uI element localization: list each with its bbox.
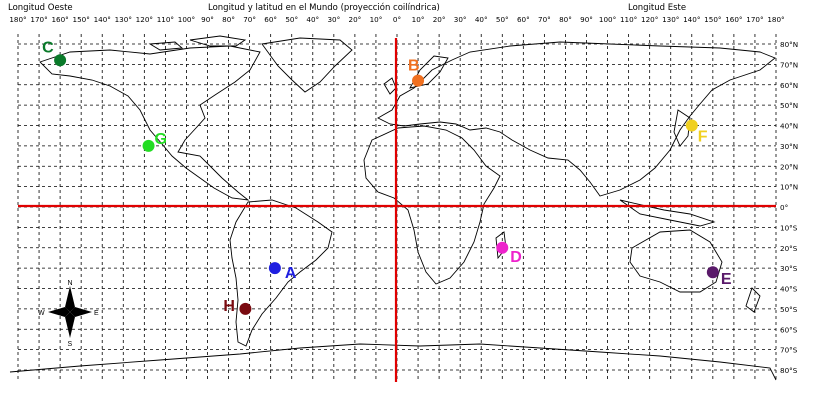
british-isles-outline xyxy=(383,77,397,95)
latitude-tick-label: 70°N xyxy=(780,60,798,69)
indonesia-outline xyxy=(619,199,716,227)
longitude-tick-label: 20° xyxy=(433,15,446,24)
longitude-tick-label: 110° xyxy=(620,15,637,24)
longitude-tick-label: 0° xyxy=(393,15,401,24)
antarctica-outline xyxy=(9,343,777,381)
compass-rose: N S E W xyxy=(38,280,99,348)
latitude-tick-labels: 80°N 70°N 60°N 50°N 40°N 30°N 20°N 10°N 0° 10°S 20… xyxy=(780,40,798,375)
compass-s: S xyxy=(68,341,73,348)
longitude-tick-label: 70° xyxy=(538,15,551,24)
latitude-tick-label: 80°S xyxy=(780,366,798,375)
longitude-tick-label: 60° xyxy=(517,15,530,24)
longitude-tick-label: 120° xyxy=(136,15,153,24)
latitude-tick-label: 30°N xyxy=(780,142,798,151)
marker-e-label: E xyxy=(721,271,732,288)
marker-g-label: G xyxy=(155,131,167,148)
scandinavia-outline xyxy=(409,55,449,89)
north-america-outline xyxy=(39,45,261,201)
latitude-tick-label: 20°S xyxy=(780,244,798,253)
longitude-tick-label: 10° xyxy=(412,15,425,24)
marker-f-dot xyxy=(685,119,698,132)
latitude-tick-label: 70°S xyxy=(780,346,798,355)
longitude-tick-label: 170° xyxy=(746,15,763,24)
longitude-tick-label: 100° xyxy=(178,15,195,24)
longitude-tick-label: 170° xyxy=(30,15,47,24)
longitude-tick-label: 110° xyxy=(157,15,174,24)
marker-d-dot xyxy=(496,241,509,254)
south-america-outline xyxy=(229,199,333,347)
longitude-tick-label: 80° xyxy=(559,15,572,24)
arctic-islands-outline xyxy=(148,35,247,51)
marker-c-dot xyxy=(54,54,67,67)
longitude-tick-label: 150° xyxy=(73,15,90,24)
australia-outline xyxy=(629,229,723,293)
longitude-tick-label: 140° xyxy=(683,15,700,24)
longitude-tick-label: 50° xyxy=(285,15,298,24)
longitude-tick-label: 10° xyxy=(370,15,383,24)
coastlines xyxy=(9,35,777,381)
greenland-outline xyxy=(261,37,353,93)
marker-a-dot xyxy=(268,262,281,275)
compass-w: W xyxy=(38,310,45,317)
marker-b-dot xyxy=(412,74,425,87)
latitude-tick-label: 30°S xyxy=(780,264,798,273)
japan-outline xyxy=(673,109,691,147)
longitude-tick-label: 90° xyxy=(201,15,214,24)
latitude-tick-label: 0° xyxy=(780,203,788,212)
longitude-tick-label: 140° xyxy=(94,15,111,24)
longitude-tick-label: 90° xyxy=(580,15,593,24)
latitude-tick-label: 10°S xyxy=(780,223,798,232)
map-title: Longitud y latitud en el Mundo (proyecci… xyxy=(208,2,440,13)
marker-f-label: F xyxy=(698,129,708,146)
longitude-tick-label: 20° xyxy=(349,15,362,24)
latitude-tick-label: 50°N xyxy=(780,101,798,110)
latitude-tick-label: 50°S xyxy=(780,305,798,314)
location-markers: A B C D E F G H xyxy=(42,39,732,315)
longitude-tick-label: 130° xyxy=(115,15,132,24)
marker-e-dot xyxy=(706,266,719,279)
longitude-tick-label: 180° xyxy=(9,15,26,24)
latitude-tick-label: 20°N xyxy=(780,162,798,171)
longitude-tick-label: 80° xyxy=(222,15,235,24)
west-longitude-label: Longitud Oeste xyxy=(8,3,73,13)
longitude-tick-labels: 180° 170° 160° 150° 140° 130° 120° 110° 100° 90° 8… xyxy=(9,15,784,24)
longitude-tick-label: 180° xyxy=(767,15,784,24)
eurasia-outline xyxy=(377,41,776,197)
compass-e: E xyxy=(94,310,99,317)
latitude-tick-label: 40°S xyxy=(780,285,798,294)
latitude-tick-label: 60°N xyxy=(780,81,798,90)
longitude-tick-label: 30° xyxy=(327,15,340,24)
latitude-tick-label: 10°N xyxy=(780,183,798,192)
longitude-tick-label: 70° xyxy=(243,15,256,24)
longitude-tick-label: 40° xyxy=(475,15,488,24)
latitude-tick-label: 60°S xyxy=(780,325,798,334)
longitude-tick-label: 160° xyxy=(725,15,742,24)
marker-d-label: D xyxy=(510,249,522,266)
marker-b-label: B xyxy=(408,58,420,75)
latitude-tick-label: 80°N xyxy=(780,40,798,49)
new-zealand-outline xyxy=(745,287,761,313)
marker-h-label: H xyxy=(223,298,235,315)
longitude-tick-label: 30° xyxy=(454,15,467,24)
latitude-tick-label: 40°N xyxy=(780,122,798,131)
marker-a-label: A xyxy=(285,265,297,282)
longitude-tick-label: 120° xyxy=(641,15,658,24)
longitude-tick-label: 60° xyxy=(264,15,277,24)
marker-c-label: C xyxy=(42,39,54,56)
longitude-tick-label: 50° xyxy=(496,15,509,24)
longitude-tick-label: 160° xyxy=(51,15,68,24)
longitude-tick-label: 130° xyxy=(662,15,679,24)
longitude-tick-label: 100° xyxy=(599,15,616,24)
marker-g-dot xyxy=(142,139,155,152)
longitude-tick-label: 150° xyxy=(704,15,721,24)
marker-h-dot xyxy=(239,302,252,315)
africa-outline xyxy=(363,125,501,285)
east-longitude-label: Longitud Este xyxy=(628,3,686,13)
longitude-tick-label: 40° xyxy=(306,15,319,24)
compass-n: N xyxy=(68,280,73,287)
